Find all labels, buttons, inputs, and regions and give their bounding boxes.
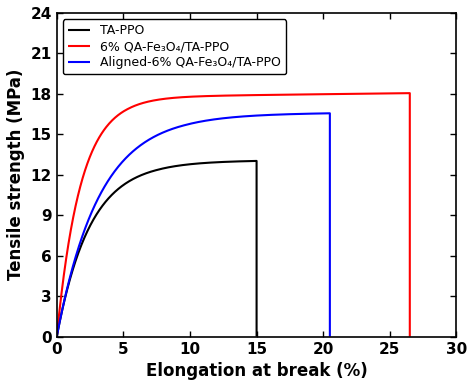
Aligned-6% QA-Fe₃O₄/TA-PPO bbox=[270, 113, 276, 117]
TA-PPO bbox=[54, 334, 60, 339]
TA-PPO bbox=[157, 167, 163, 171]
6% QA-Fe₃O₄/TA-PPO bbox=[54, 334, 60, 339]
Aligned-6% QA-Fe₃O₄/TA-PPO bbox=[327, 111, 333, 116]
6% QA-Fe₃O₄/TA-PPO bbox=[407, 334, 413, 339]
6% QA-Fe₃O₄/TA-PPO bbox=[374, 91, 380, 96]
TA-PPO bbox=[117, 185, 123, 190]
TA-PPO bbox=[254, 159, 259, 163]
TA-PPO bbox=[191, 161, 197, 166]
Aligned-6% QA-Fe₃O₄/TA-PPO bbox=[140, 141, 146, 146]
TA-PPO bbox=[235, 159, 241, 164]
X-axis label: Elongation at break (%): Elongation at break (%) bbox=[146, 362, 367, 380]
TA-PPO bbox=[212, 160, 218, 165]
6% QA-Fe₃O₄/TA-PPO bbox=[296, 92, 302, 97]
Y-axis label: Tensile strength (MPa): Tensile strength (MPa) bbox=[7, 69, 25, 281]
Line: Aligned-6% QA-Fe₃O₄/TA-PPO: Aligned-6% QA-Fe₃O₄/TA-PPO bbox=[57, 113, 330, 337]
TA-PPO bbox=[254, 334, 259, 339]
Aligned-6% QA-Fe₃O₄/TA-PPO bbox=[195, 120, 201, 125]
Aligned-6% QA-Fe₃O₄/TA-PPO bbox=[327, 334, 333, 339]
6% QA-Fe₃O₄/TA-PPO bbox=[407, 91, 413, 96]
Legend: TA-PPO, 6% QA-Fe₃O₄/TA-PPO, Aligned-6% QA-Fe₃O₄/TA-PPO: TA-PPO, 6% QA-Fe₃O₄/TA-PPO, Aligned-6% Q… bbox=[63, 19, 286, 74]
6% QA-Fe₃O₄/TA-PPO bbox=[166, 96, 172, 101]
Aligned-6% QA-Fe₃O₄/TA-PPO bbox=[210, 117, 216, 122]
6% QA-Fe₃O₄/TA-PPO bbox=[256, 93, 262, 98]
Aligned-6% QA-Fe₃O₄/TA-PPO bbox=[301, 111, 307, 116]
Aligned-6% QA-Fe₃O₄/TA-PPO bbox=[54, 334, 60, 339]
6% QA-Fe₃O₄/TA-PPO bbox=[333, 92, 339, 96]
6% QA-Fe₃O₄/TA-PPO bbox=[236, 93, 242, 98]
Line: 6% QA-Fe₃O₄/TA-PPO: 6% QA-Fe₃O₄/TA-PPO bbox=[57, 93, 410, 337]
Aligned-6% QA-Fe₃O₄/TA-PPO bbox=[241, 114, 247, 119]
Line: TA-PPO: TA-PPO bbox=[57, 161, 256, 337]
TA-PPO bbox=[168, 164, 174, 169]
